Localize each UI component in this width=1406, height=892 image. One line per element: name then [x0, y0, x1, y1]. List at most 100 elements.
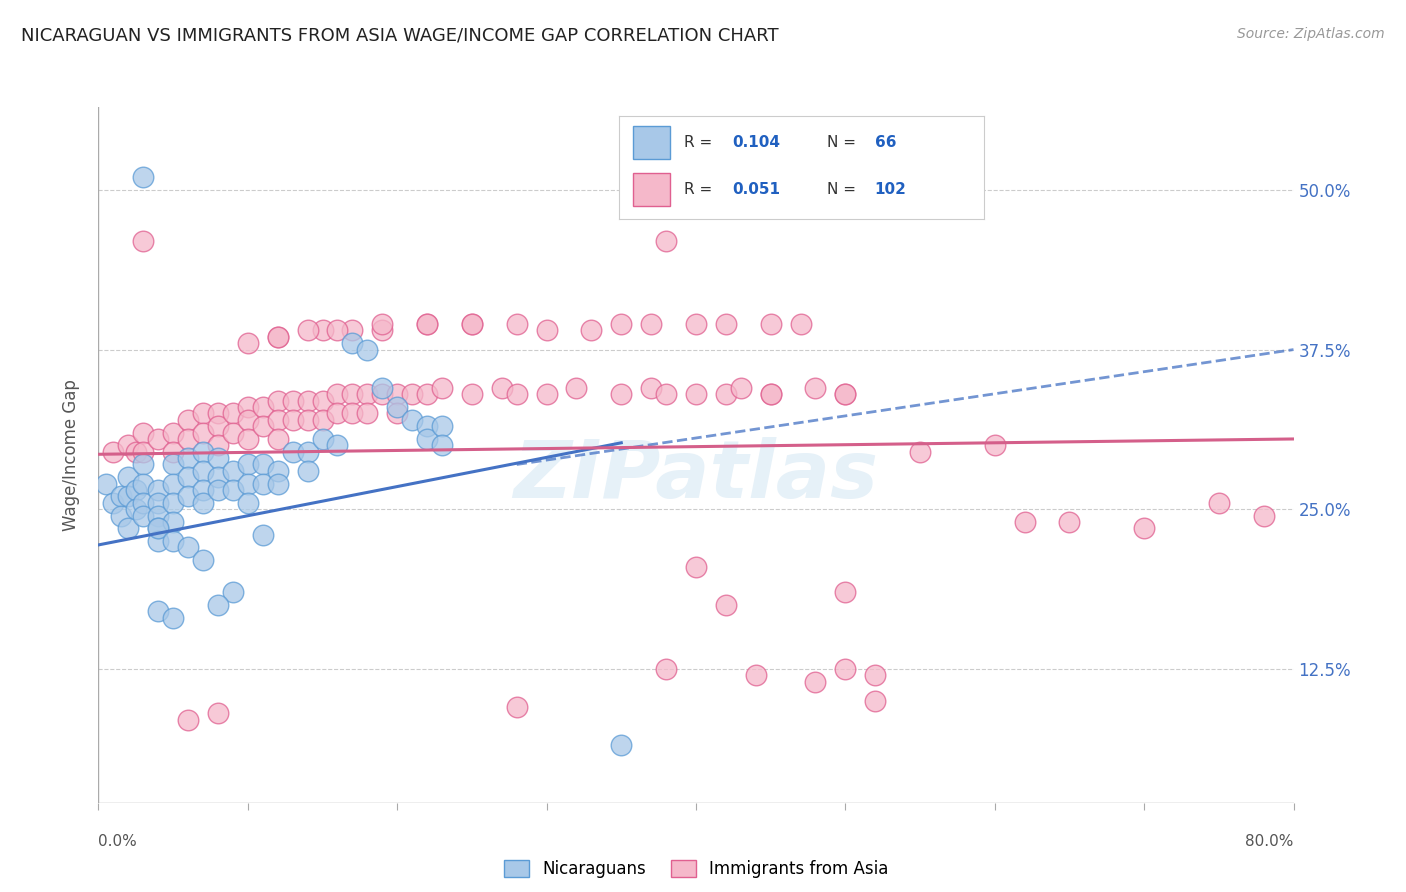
Point	[236, 413, 259, 427]
Text: R =: R =	[685, 135, 717, 150]
Point	[506, 387, 529, 401]
Point	[1059, 515, 1081, 529]
Point	[162, 496, 184, 510]
Point	[759, 317, 782, 331]
Point	[385, 400, 409, 414]
Point	[297, 393, 319, 408]
Point	[125, 502, 148, 516]
Point	[865, 668, 887, 682]
Point	[281, 413, 304, 427]
Point	[356, 387, 378, 401]
Text: 0.0%: 0.0%	[98, 834, 138, 849]
Point	[162, 515, 184, 529]
Point	[430, 438, 453, 452]
Point	[207, 406, 229, 420]
Point	[326, 387, 349, 401]
Point	[581, 323, 603, 337]
Text: R =: R =	[685, 182, 717, 197]
Point	[132, 476, 155, 491]
Text: N =: N =	[827, 135, 860, 150]
Point	[222, 425, 245, 440]
Point	[401, 387, 423, 401]
Point	[191, 425, 214, 440]
Point	[371, 323, 394, 337]
Y-axis label: Wage/Income Gap: Wage/Income Gap	[62, 379, 80, 531]
Point	[461, 317, 484, 331]
Point	[371, 387, 394, 401]
Point	[655, 234, 678, 248]
Point	[536, 387, 558, 401]
Point	[177, 451, 200, 466]
Point	[745, 668, 768, 682]
Point	[610, 317, 633, 331]
Point	[342, 336, 364, 351]
Text: Source: ZipAtlas.com: Source: ZipAtlas.com	[1237, 27, 1385, 41]
Point	[125, 483, 148, 497]
Point	[191, 444, 214, 458]
Point	[491, 381, 513, 395]
Point	[834, 387, 856, 401]
Point	[1253, 508, 1275, 523]
Point	[804, 674, 827, 689]
Bar	[633, 173, 669, 206]
Point	[177, 713, 200, 727]
Point	[191, 496, 214, 510]
Point	[326, 438, 349, 452]
Text: N =: N =	[827, 182, 860, 197]
Point	[371, 381, 394, 395]
Point	[297, 323, 319, 337]
Point	[416, 317, 439, 331]
Point	[655, 387, 678, 401]
Point	[1133, 521, 1156, 535]
Point	[132, 234, 155, 248]
Point	[506, 700, 529, 714]
Point	[267, 330, 290, 344]
Point	[371, 317, 394, 331]
Text: 66: 66	[875, 135, 896, 150]
Point	[834, 387, 856, 401]
Point	[655, 662, 678, 676]
Point	[984, 438, 1007, 452]
Legend: Nicaraguans, Immigrants from Asia: Nicaraguans, Immigrants from Asia	[496, 854, 896, 885]
Point	[148, 521, 170, 535]
Point	[326, 323, 349, 337]
Point	[148, 521, 170, 535]
Point	[759, 387, 782, 401]
Point	[416, 387, 439, 401]
Point	[685, 317, 707, 331]
Point	[356, 343, 378, 357]
Point	[311, 413, 333, 427]
Point	[685, 387, 707, 401]
Point	[416, 317, 439, 331]
Point	[908, 444, 931, 458]
Point	[281, 393, 304, 408]
Text: 0.051: 0.051	[733, 182, 780, 197]
Point	[640, 317, 662, 331]
Point	[162, 610, 184, 624]
Point	[117, 521, 139, 535]
Point	[191, 464, 214, 478]
Point	[311, 323, 333, 337]
Text: ZIPatlas: ZIPatlas	[513, 437, 879, 515]
Point	[461, 317, 484, 331]
Point	[191, 553, 214, 567]
Point	[148, 508, 170, 523]
Point	[207, 451, 229, 466]
Point	[297, 413, 319, 427]
Point	[730, 381, 752, 395]
Point	[610, 387, 633, 401]
Point	[222, 483, 245, 497]
Point	[565, 381, 588, 395]
Point	[162, 444, 184, 458]
Point	[148, 432, 170, 446]
Point	[714, 387, 737, 401]
Point	[326, 406, 349, 420]
Point	[252, 476, 274, 491]
Point	[297, 464, 319, 478]
Point	[162, 425, 184, 440]
Point	[311, 432, 333, 446]
Point	[207, 470, 229, 484]
Point	[789, 317, 811, 331]
Point	[834, 585, 856, 599]
Point	[103, 444, 125, 458]
